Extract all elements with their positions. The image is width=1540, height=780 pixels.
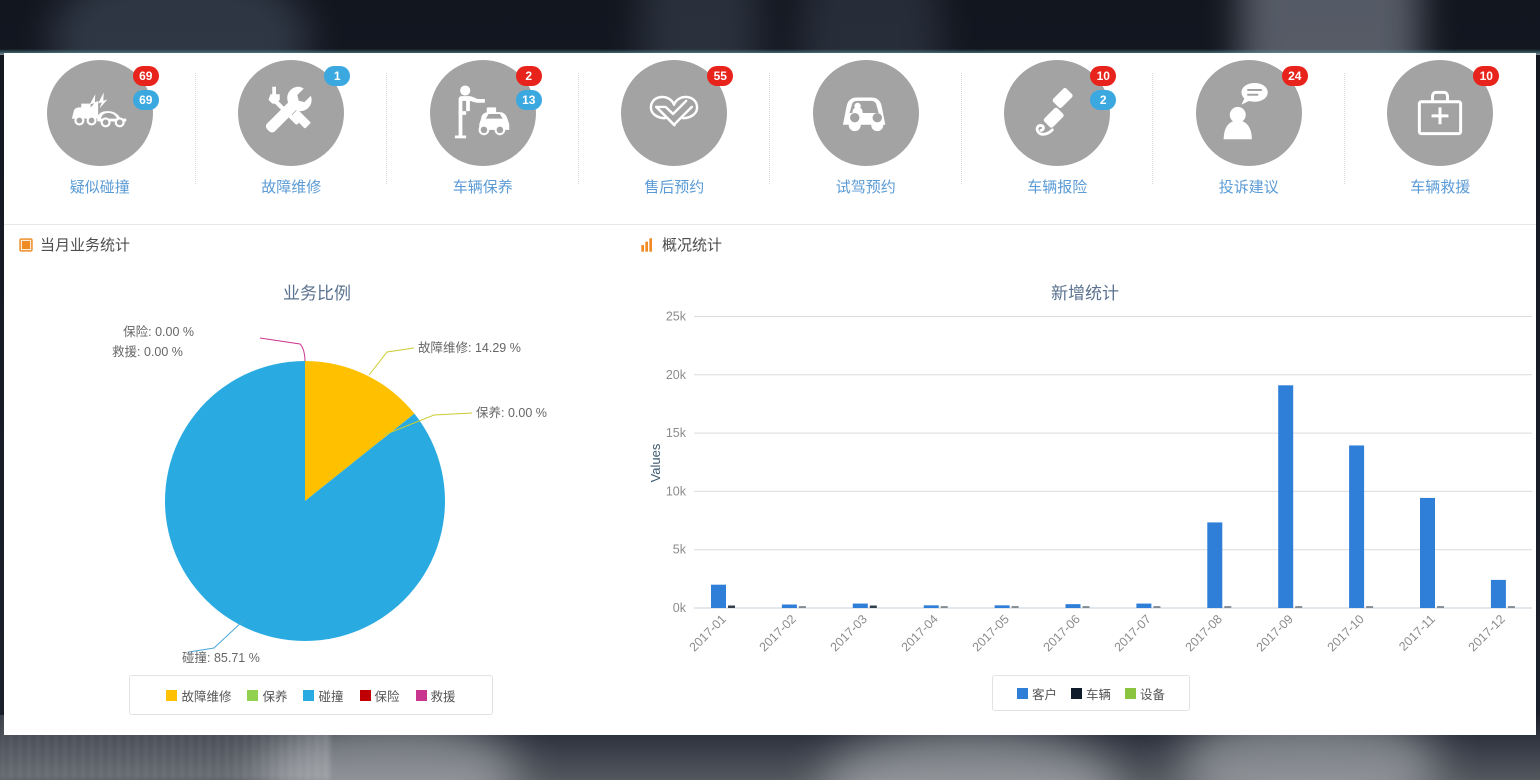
svg-text:25k: 25k: [666, 310, 687, 324]
svg-text:碰撞: 85.71 %: 碰撞: 85.71 %: [182, 650, 260, 665]
svg-text:15k: 15k: [666, 426, 687, 440]
svg-text:救援: 0.00 %: 救援: 0.00 %: [112, 344, 183, 359]
svg-text:Values: Values: [648, 443, 663, 482]
svg-text:保险: 0.00 %: 保险: 0.00 %: [123, 324, 194, 339]
svg-text:5k: 5k: [673, 543, 687, 557]
svg-text:20k: 20k: [666, 368, 687, 382]
svg-text:故障维修: 14.29 %: 故障维修: 14.29 %: [418, 340, 521, 355]
svg-text:10k: 10k: [666, 484, 687, 498]
svg-text:保养: 0.00 %: 保养: 0.00 %: [476, 405, 547, 420]
